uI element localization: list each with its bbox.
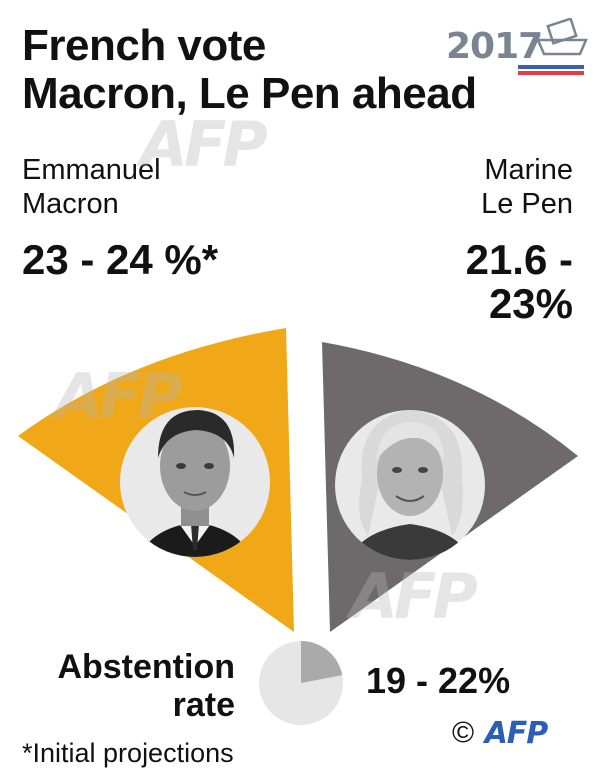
afp-logo: AFP [484, 716, 549, 751]
election-logo: 2017 [440, 18, 590, 78]
lepen-projection-line-2: 23% [488, 280, 573, 327]
lepen-first-name: Marine [484, 154, 573, 186]
logo-year: 2017 [446, 26, 543, 67]
afp-credit: © AFP [452, 716, 549, 751]
lepen-projection: 21.6 - 23% [466, 238, 573, 326]
macron-portrait [120, 407, 270, 557]
abstention-label-line-2: rate [172, 686, 235, 724]
macron-first-name: Emmanuel [22, 154, 161, 186]
logo-blue-stripe [518, 65, 584, 69]
lepen-name: Marine Le Pen [481, 153, 573, 221]
title-line-1: French vote [22, 21, 266, 70]
vote-fan-graphic [18, 328, 578, 632]
lepen-last-name: Le Pen [481, 188, 573, 220]
logo-red-stripe [518, 71, 584, 75]
lepen-portrait [335, 410, 485, 560]
abstention-label-line-1: Abstention [57, 648, 235, 686]
title-line-2: Macron, Le Pen ahead [22, 69, 477, 118]
footnote: *Initial projections [22, 738, 234, 768]
lepen-projection-line-1: 21.6 - [465, 236, 573, 283]
copyright-symbol: © [452, 716, 475, 750]
macron-projection: 23 - 24 %* [22, 236, 219, 283]
page-title: French vote Macron, Le Pen ahead [22, 22, 477, 118]
abstention-label: Abstention rate [57, 648, 235, 724]
ballot-box-icon [536, 18, 588, 56]
abstention-pie [259, 641, 343, 725]
abstention-pie-slice [301, 641, 343, 683]
abstention-value: 19 - 22% [366, 660, 511, 701]
macron-name: Emmanuel Macron [22, 153, 161, 221]
macron-last-name: Macron [22, 188, 119, 220]
